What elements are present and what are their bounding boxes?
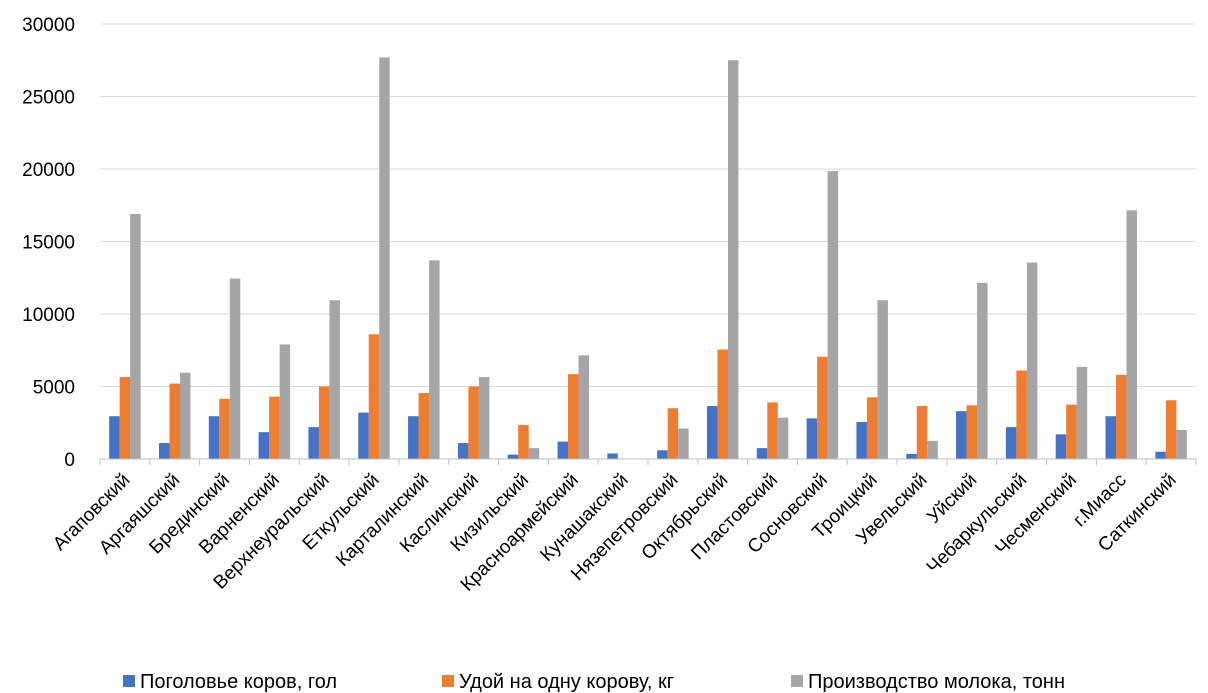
y-tick-label: 30000 bbox=[22, 15, 75, 36]
bar-1-Нязепетровский bbox=[657, 450, 668, 459]
bar-2-Нязепетровский bbox=[667, 408, 679, 459]
bar-2-Пластовский bbox=[767, 402, 778, 459]
bar-1-Троицкий bbox=[856, 422, 867, 459]
y-tick-label: 10000 bbox=[22, 305, 75, 326]
bar-3-Карталинский bbox=[429, 260, 440, 459]
y-axis-ticks: 0 5000 10000 15000 20000 25000 30000 bbox=[22, 15, 75, 471]
bar-1-Уйский bbox=[956, 411, 967, 459]
bar-2-Карталинский bbox=[418, 393, 430, 459]
bar-3-Сосновский bbox=[827, 171, 839, 460]
bar-1-Октябрьский bbox=[706, 406, 718, 459]
bar-2-Верхнеуральский bbox=[318, 386, 330, 459]
bar-3-Чесменский bbox=[1076, 366, 1088, 459]
bar-2-Чебаркульский bbox=[1016, 370, 1027, 459]
bar-3-Агаповский bbox=[130, 213, 141, 459]
bar-2-Кизильский bbox=[518, 424, 529, 459]
bar-3-Еткульский bbox=[379, 57, 390, 459]
bar-2-Саткинский bbox=[1165, 400, 1177, 459]
legend-label: Поголовье коров, гол bbox=[140, 671, 337, 693]
bar-3-Пластовский bbox=[777, 417, 789, 459]
bar-3-Красноармейский bbox=[578, 355, 590, 459]
bar-1-Саткинский bbox=[1155, 451, 1166, 459]
bar-3-Брединский bbox=[229, 278, 241, 459]
bar-1-Сосновский bbox=[806, 418, 818, 459]
legend-swatch bbox=[791, 675, 803, 687]
bar-2-Уйский bbox=[966, 405, 978, 459]
y-tick-label: 0 bbox=[64, 450, 75, 471]
bar-3-Нязепетровский bbox=[678, 428, 689, 459]
bar-2-Брединский bbox=[219, 398, 230, 459]
bars bbox=[109, 57, 1187, 460]
bar-2-Аргаяшский bbox=[169, 383, 180, 459]
legend-swatch bbox=[442, 675, 454, 687]
x-axis bbox=[99, 458, 1197, 465]
legend-label: Удой на одну корову, кг bbox=[459, 671, 674, 693]
bar-3-Саткинский bbox=[1176, 430, 1187, 459]
y-tick-label: 5000 bbox=[33, 378, 75, 399]
bar-1-Пластовский bbox=[756, 448, 768, 459]
bar-1-г.Миасс bbox=[1105, 416, 1117, 459]
x-axis-ticks: АгаповскийАргаяшскийБрединскийВарненский… bbox=[49, 470, 1180, 596]
bar-2-Октябрьский bbox=[717, 349, 728, 459]
bar-1-Аргаяшский bbox=[158, 443, 170, 459]
bar-2-Увельский bbox=[916, 406, 928, 459]
bar-1-Увельский bbox=[906, 453, 917, 459]
legend-swatch bbox=[123, 675, 135, 687]
bar-3-г.Миасс bbox=[1126, 210, 1138, 459]
y-tick-label: 20000 bbox=[22, 160, 75, 181]
bar-1-Агаповский bbox=[109, 416, 120, 459]
bar-1-Каслинский bbox=[457, 443, 469, 459]
legend: Поголовье коров, гол Удой на одну корову,… bbox=[123, 671, 1065, 693]
bar-2-Сосновский bbox=[817, 356, 828, 459]
bar-2-Еткульский bbox=[368, 334, 380, 459]
bar-3-Кизильский bbox=[528, 448, 540, 459]
x-tick-label: Пластовский bbox=[687, 470, 782, 565]
bar-1-Еткульский bbox=[358, 412, 369, 459]
y-tick-label: 25000 bbox=[22, 88, 75, 109]
bar-1-Варненский bbox=[258, 432, 270, 459]
bar-2-Варненский bbox=[269, 396, 280, 459]
bar-2-г.Миасс bbox=[1116, 374, 1127, 459]
x-tick-label: Октябрьский bbox=[638, 470, 733, 565]
bar-1-Кунашакский bbox=[607, 453, 618, 459]
bar-3-Увельский bbox=[927, 440, 938, 459]
bar-3-Октябрьский bbox=[727, 60, 739, 459]
bar-3-Троицкий bbox=[877, 300, 888, 459]
bar-3-Уйский bbox=[977, 282, 988, 459]
bar-1-Кизильский bbox=[507, 454, 519, 459]
bar-3-Каслинский bbox=[478, 377, 490, 459]
bar-3-Аргаяшский bbox=[179, 372, 191, 459]
bar-3-Чебаркульский bbox=[1026, 262, 1038, 459]
bar-1-Чебаркульский bbox=[1005, 427, 1017, 459]
legend-label: Производство молока, тонн bbox=[808, 671, 1065, 693]
bar-3-Варненский bbox=[279, 344, 291, 459]
y-tick-label: 15000 bbox=[22, 233, 75, 254]
grid-lines bbox=[100, 23, 1196, 387]
bar-2-Агаповский bbox=[119, 377, 131, 459]
bar-3-Верхнеуральский bbox=[329, 300, 340, 459]
bar-2-Каслинский bbox=[468, 386, 479, 459]
bar-1-Красноармейский bbox=[557, 441, 569, 459]
bar-2-Чесменский bbox=[1066, 404, 1077, 459]
bar-1-Брединский bbox=[208, 416, 220, 459]
bar-2-Красноармейский bbox=[568, 374, 579, 459]
bar-2-Троицкий bbox=[866, 397, 878, 459]
bar-1-Верхнеуральский bbox=[308, 427, 319, 459]
bar-1-Чесменский bbox=[1055, 434, 1067, 459]
bar-1-Карталинский bbox=[408, 416, 419, 459]
